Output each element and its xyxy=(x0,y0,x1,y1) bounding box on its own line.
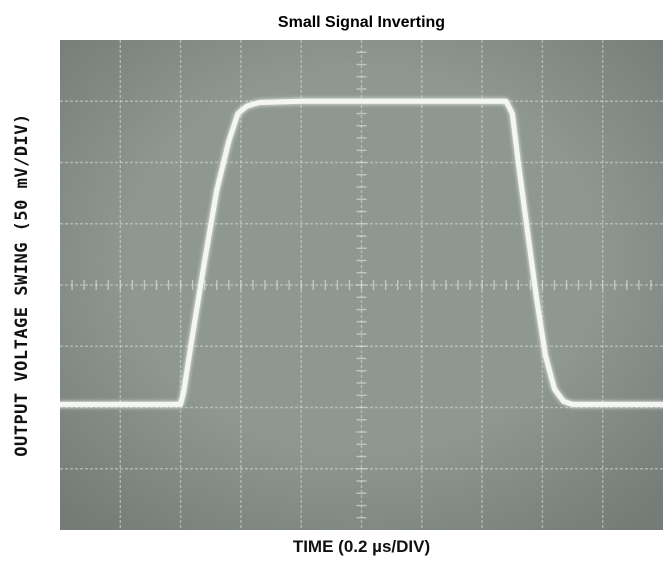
y-axis-label: OUTPUT VOLTAGE SWING (50 mV/DIV) xyxy=(12,113,32,457)
x-axis-label: TIME (0.2 µs/DIV) xyxy=(292,537,431,556)
oscilloscope-screen xyxy=(60,40,663,530)
chart-title: Small Signal Inverting xyxy=(277,14,446,31)
graticule xyxy=(60,40,663,530)
signal-trace xyxy=(60,98,663,407)
